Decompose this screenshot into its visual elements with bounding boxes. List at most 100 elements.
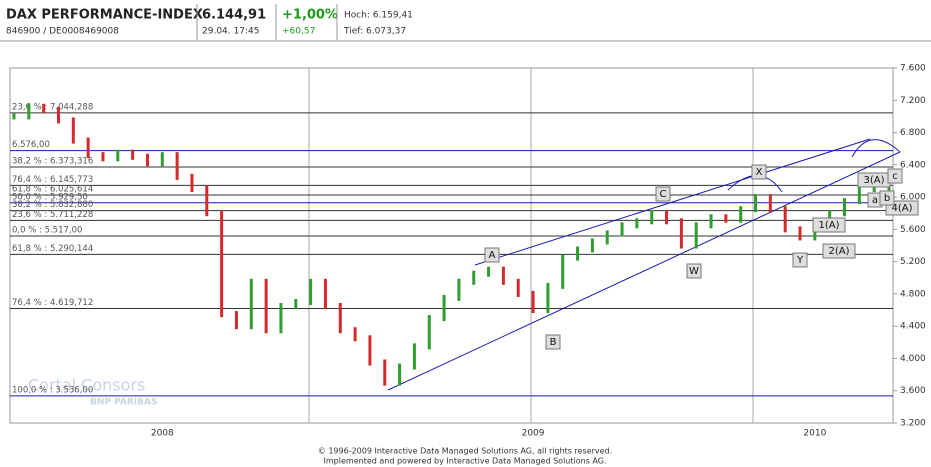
price-bar [590, 238, 594, 253]
y-tick-label: 3.600 [900, 386, 926, 396]
price-bar [516, 278, 520, 297]
plot-frame [9, 67, 894, 424]
y-tick-label: 5.600 [900, 225, 926, 235]
price-bar [190, 173, 194, 193]
watermark: Cortal Consors [28, 376, 145, 395]
vertical-grid [308, 68, 754, 423]
y-tick-label: 7.600 [900, 64, 926, 74]
y-tick-label: 4.000 [900, 354, 926, 364]
price: 6.144,91 [202, 8, 266, 23]
price-bar [665, 210, 669, 225]
level-label: 23,6 % : 7.044,288 [12, 102, 93, 112]
price-bar [739, 206, 743, 223]
price-bar [754, 194, 758, 213]
price-bar [546, 282, 550, 314]
wave-label: a [872, 195, 878, 206]
wave-label: W [689, 266, 699, 277]
price-bar [71, 117, 75, 144]
y-tick-label: 4.400 [900, 322, 926, 332]
price-bar [442, 294, 446, 322]
price-bar [412, 343, 416, 370]
price-bar [843, 198, 847, 217]
wave-label: 3(A) [863, 175, 884, 186]
level-label: 76,4 % : 6.145,773 [12, 175, 93, 185]
price-bar [872, 184, 876, 193]
wave-label: X [756, 167, 763, 178]
price-bar [338, 303, 342, 334]
wave-box [751, 164, 767, 180]
level-label: 61,8 % : 5.290,144 [12, 244, 93, 254]
wave-label: b [884, 193, 890, 204]
level-label: 0,0 % : 5.517,00 [12, 226, 82, 236]
price-bar [768, 194, 772, 213]
wave-label: 2(A) [828, 246, 849, 257]
price-bar [427, 315, 431, 350]
level-label: 23,6 % : 5.711,228 [12, 210, 93, 220]
level-label: 38,2 % : 5.832,880 [12, 200, 93, 210]
change-pct: +1,00% [282, 8, 338, 23]
price-bar [86, 137, 90, 159]
level-label: 76,4 % : 4.619,712 [12, 298, 93, 308]
wave-box [822, 243, 856, 259]
wave-box [887, 168, 903, 184]
price-bar [709, 214, 713, 229]
price-bar [56, 106, 60, 124]
y-tick-label: 6.800 [900, 128, 926, 138]
price-bar [249, 278, 253, 330]
wave-box [792, 252, 808, 268]
x-tick-label: 2009 [522, 429, 545, 439]
level-label: 100,0 % : 3.536,00 [12, 385, 93, 395]
y-tick-label: 3.200 [900, 419, 926, 429]
low: Tief: 6.073,37 [343, 27, 406, 37]
price-bar [576, 246, 580, 261]
price-bar [561, 254, 565, 289]
price-bar [160, 152, 164, 167]
y-tick-label: 5.200 [900, 257, 926, 267]
price-bar [205, 186, 209, 217]
price-bar [487, 266, 491, 277]
y-tick-label: 6.000 [900, 193, 926, 203]
price-bar [116, 149, 120, 162]
wave-label: A [489, 250, 496, 261]
title: DAX PERFORMANCE-INDEX [6, 8, 203, 23]
wave-label: B [550, 337, 557, 348]
time: 29.04. 17:45 [202, 27, 259, 37]
price-bar [694, 222, 698, 249]
price-bar [620, 222, 624, 237]
price-bar [679, 218, 683, 249]
price-bar [145, 153, 149, 167]
price-bar [234, 311, 238, 330]
wave-label: c [892, 171, 898, 182]
x-tick-label: 2010 [803, 429, 826, 439]
wave-box [686, 263, 702, 279]
price-bar [12, 113, 16, 120]
x-tick-label: 2008 [151, 429, 174, 439]
level-label: 38,2 % : 6.373,316 [12, 156, 93, 166]
trend-lines [387, 138, 901, 391]
price-bar [501, 266, 505, 285]
price-bar [368, 335, 372, 366]
price-bar [131, 149, 135, 160]
price-bar [724, 214, 728, 223]
price-bar [457, 278, 461, 301]
level-label: 61,8 % : 6.025,614 [12, 185, 93, 195]
price-bar [323, 278, 327, 310]
price-bar [294, 298, 298, 310]
price-bar [42, 103, 46, 113]
price-bar [27, 103, 31, 120]
price-bar [650, 210, 654, 225]
footer: Implemented and powered by Interactive D… [324, 457, 607, 466]
watermark: BNP PARIBAS [90, 398, 157, 408]
wave-box [484, 247, 500, 263]
level-label: 6.576,00 [12, 140, 50, 150]
y-tick-label: 7.200 [900, 96, 926, 106]
y-tick-label: 6.400 [900, 160, 926, 170]
price-bar [264, 278, 268, 334]
price-bar [783, 206, 787, 233]
wave-label: C [660, 189, 667, 200]
price-bar [798, 226, 802, 241]
wave-label: 4(A) [891, 203, 912, 214]
wave-label: Y [796, 255, 804, 266]
